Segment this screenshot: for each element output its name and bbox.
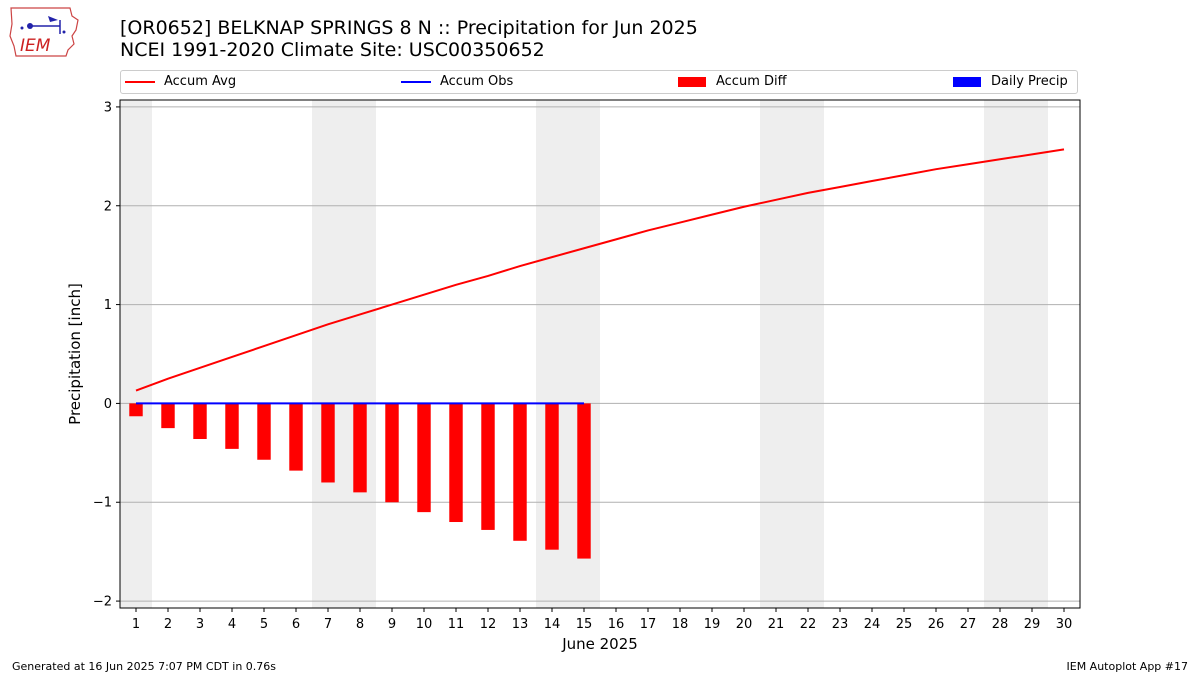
accum-diff-bars <box>129 403 591 559</box>
iem-logo: IEM <box>8 6 80 60</box>
x-tick-label: 2 <box>164 617 172 632</box>
x-tick-label: 21 <box>768 617 785 632</box>
logo-text: IEM <box>20 36 51 56</box>
x-tick-label: 3 <box>196 617 204 632</box>
x-tick-label: 1 <box>132 617 140 632</box>
x-tick-label: 30 <box>1056 617 1073 632</box>
accum-diff-bar-5 <box>257 403 271 460</box>
legend-label-daily-precip: Daily Precip <box>991 74 1068 89</box>
x-tick-label: 11 <box>448 617 465 632</box>
y-tick-label: 1 <box>104 298 112 313</box>
accum-diff-bar-8 <box>353 403 367 493</box>
legend-label-accum-avg: Accum Avg <box>164 74 237 89</box>
x-tick-label: 19 <box>704 617 721 632</box>
x-tick-label: 22 <box>800 617 817 632</box>
y-tick-label: 2 <box>104 199 112 214</box>
title-line-1: [OR0652] BELKNAP SPRINGS 8 N :: Precipit… <box>120 17 698 39</box>
weekend-shade-28 <box>984 100 1016 608</box>
grid-lines <box>120 106 1080 602</box>
x-tick-label: 29 <box>1024 617 1041 632</box>
legend-swatch-daily-precip <box>953 76 981 87</box>
accum-diff-bar-10 <box>417 403 431 513</box>
legend-item-daily-precip: Daily Precip <box>953 74 1068 89</box>
x-tick-label: 10 <box>416 617 433 632</box>
accum-diff-bar-13 <box>513 403 527 541</box>
legend-item-accum-diff: Accum Diff <box>678 74 787 89</box>
accum-diff-bar-6 <box>289 403 303 471</box>
accum-diff-bar-3 <box>193 403 207 439</box>
accum-diff-bar-12 <box>481 403 495 530</box>
x-axis-label: June 2025 <box>561 635 638 653</box>
weekend-shade-22 <box>792 100 824 608</box>
legend-item-accum-avg: Accum Avg <box>125 74 236 89</box>
accum-lines <box>135 148 1065 405</box>
chart-title: [OR0652] BELKNAP SPRINGS 8 N :: Precipit… <box>120 17 698 61</box>
x-tick-label: 4 <box>228 617 236 632</box>
x-tick-label: 5 <box>260 617 268 632</box>
x-tick-label: 23 <box>832 617 849 632</box>
weekend-shade-8 <box>344 100 376 608</box>
y-tick-label: −2 <box>93 595 112 610</box>
x-tick-label: 20 <box>736 617 753 632</box>
legend-swatch-accum-obs <box>401 80 431 83</box>
accum-avg-line <box>135 148 1065 392</box>
y-tick-label: −1 <box>93 496 112 511</box>
legend-swatch-accum-avg <box>125 80 155 83</box>
x-tick-label: 14 <box>544 617 561 632</box>
x-tick-label: 8 <box>356 617 364 632</box>
plot-frame <box>119 99 1081 609</box>
x-tick-label: 18 <box>672 617 689 632</box>
weekend-shade-21 <box>760 100 792 608</box>
legend-label-accum-diff: Accum Diff <box>716 74 787 89</box>
accum-diff-bar-1 <box>129 403 143 417</box>
x-tick-label: 25 <box>896 617 913 632</box>
footer-generated: Generated at 16 Jun 2025 7:07 PM CDT in … <box>12 660 277 673</box>
legend-item-accum-obs: Accum Obs <box>401 74 513 89</box>
x-tick-label: 7 <box>324 617 332 632</box>
accum-diff-bar-15 <box>577 403 591 559</box>
footer-app: IEM Autoplot App #17 <box>1066 660 1189 673</box>
weekend-shade-7 <box>312 100 344 608</box>
legend-label-accum-obs: Accum Obs <box>440 74 514 89</box>
weekend-shading <box>120 100 1048 608</box>
x-tick-label: 12 <box>480 617 497 632</box>
accum-diff-bar-4 <box>225 403 239 449</box>
y-tick-label: 3 <box>104 100 112 115</box>
legend-swatch-accum-diff <box>678 76 706 87</box>
x-tick-label: 17 <box>640 617 657 632</box>
accum-diff-bar-11 <box>449 403 463 523</box>
x-tick-label: 16 <box>608 617 625 632</box>
x-tick-label: 26 <box>928 617 945 632</box>
accum-diff-bar-2 <box>161 403 175 429</box>
accum-diff-bar-7 <box>321 403 335 483</box>
weekend-shade-1 <box>120 100 152 608</box>
x-tick-label: 13 <box>512 617 529 632</box>
weekend-shade-29 <box>1016 100 1048 608</box>
accum-diff-bar-9 <box>385 403 399 503</box>
x-tick-label: 28 <box>992 617 1009 632</box>
x-tick-label: 27 <box>960 617 977 632</box>
chart-legend: Accum Avg Accum Obs Accum Diff Daily Pre… <box>120 70 1078 94</box>
x-tick-label: 24 <box>864 617 881 632</box>
y-axis-label: Precipitation [inch] <box>66 283 84 425</box>
accum-diff-bar-14 <box>545 403 559 550</box>
x-tick-label: 15 <box>576 617 593 632</box>
y-tick-label: 0 <box>104 397 112 412</box>
x-tick-label: 6 <box>292 617 300 632</box>
title-line-2: NCEI 1991-2020 Climate Site: USC00350652 <box>120 39 545 61</box>
iowa-map-logo-icon: IEM <box>9 7 79 57</box>
x-tick-label: 9 <box>388 617 396 632</box>
